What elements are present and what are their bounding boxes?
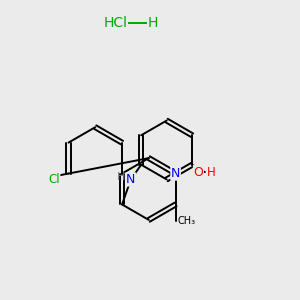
- Text: N: N: [171, 167, 180, 180]
- Text: H: H: [117, 172, 126, 182]
- Text: Cl: Cl: [48, 173, 60, 186]
- Text: H: H: [206, 166, 215, 178]
- Text: HCl: HCl: [104, 16, 128, 30]
- Text: N: N: [126, 173, 136, 186]
- Text: H: H: [148, 16, 158, 30]
- Text: CH₃: CH₃: [177, 216, 195, 226]
- Text: O: O: [194, 166, 203, 178]
